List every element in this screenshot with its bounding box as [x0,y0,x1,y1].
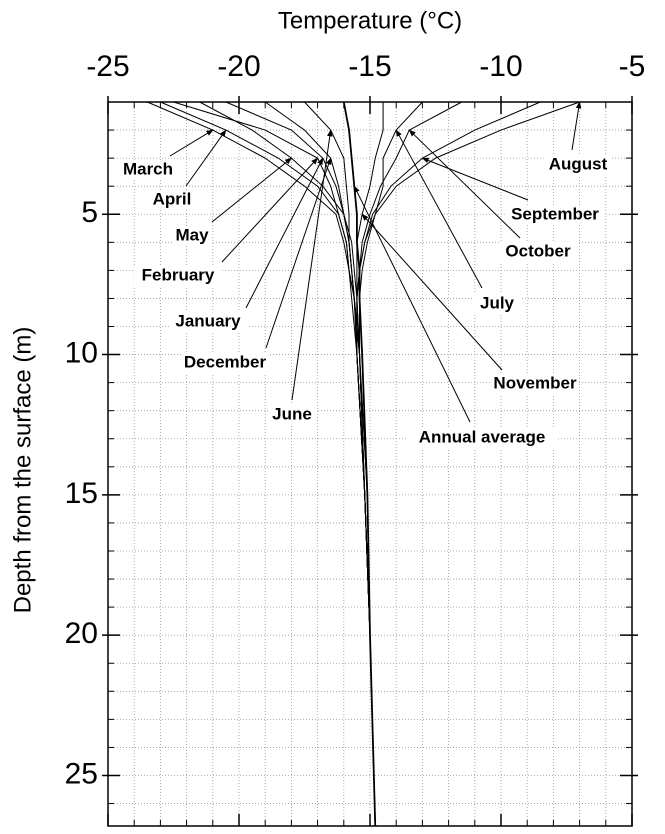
y-tick-label: 10 [65,336,98,369]
annotation-arrow [185,129,227,187]
label-bg [499,242,577,262]
series-label: December [184,352,267,371]
y-tick-label: 25 [65,757,98,790]
series-label: November [493,373,577,392]
label-bg [181,353,269,373]
annotation-arrow [421,157,529,201]
profile-line [173,101,376,827]
series-label: February [142,265,215,284]
label-bg [408,428,556,448]
x-tick-label: -25 [86,50,129,83]
series-label: July [480,293,515,312]
series-label: March [123,159,173,178]
y-axis-label: Depth from the surface (m) [9,327,36,614]
profile-line [356,102,384,827]
series-label: May [175,225,209,244]
x-tick-label: -20 [217,50,260,83]
annotation-arrow [395,129,483,289]
x-tick-label: -10 [479,50,522,83]
series-label: October [505,241,571,260]
profile-line [225,101,376,827]
label-bg [506,205,604,225]
label-bg [173,226,211,246]
label-bg [268,405,316,425]
y-tick-label: 5 [81,196,98,229]
plot-frame [107,101,633,827]
annotation-arrow [169,129,214,157]
series-label: Annual average [419,427,546,446]
annotation-arrow [571,101,582,151]
annotation-arrow [291,129,333,401]
profile-line [264,101,376,827]
series-label: September [511,204,599,223]
chart-title: Temperature (°C) [278,7,462,34]
profile-line [342,101,377,827]
x-tick-label: -5 [619,50,646,83]
annotation-arrow [221,157,319,263]
label-bg [143,190,201,210]
series-label: January [175,311,241,330]
label-bg [169,312,247,332]
series-label: April [153,189,192,208]
label-bg [119,160,177,180]
y-tick-label: 15 [65,477,98,510]
label-bg [134,266,222,286]
profile-line [304,101,376,827]
annotation-arrow [408,129,521,239]
annotation-arrow [211,157,292,223]
x-tick-label: -15 [348,50,391,83]
label-bg [491,374,579,394]
label-bg [544,155,612,175]
profile-line [359,101,423,827]
annotation-arrow [245,157,324,309]
series-label: August [549,154,608,173]
annotation-arrow [265,157,332,349]
y-tick-label: 20 [65,617,98,650]
series-label: June [272,404,312,423]
label-bg [473,294,521,314]
annotation-arrow [361,213,503,371]
annotation-arrow [353,185,471,423]
